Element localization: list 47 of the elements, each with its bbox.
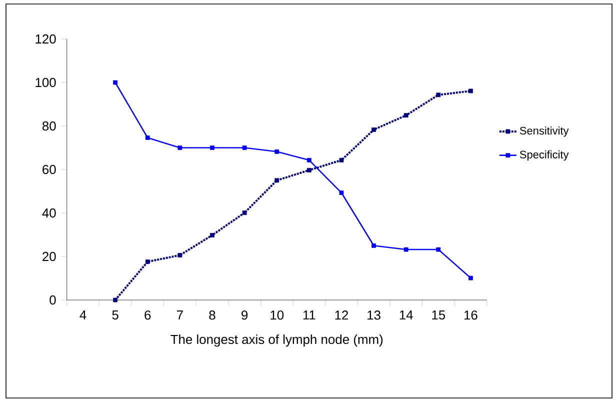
- point: [404, 247, 408, 252]
- point: [306, 158, 312, 162]
- y-tick-label: 60: [42, 164, 56, 174]
- y-tick-label: 40: [42, 208, 56, 218]
- x-tick-label: 10: [270, 310, 284, 320]
- point: [404, 113, 408, 118]
- y-tick-label: 20: [42, 252, 56, 262]
- x-tick-label: 4: [80, 310, 86, 320]
- y-tick-label: 80: [42, 121, 56, 131]
- x-tick-label: 6: [144, 310, 151, 320]
- y-tick-label: 120: [36, 34, 56, 44]
- x-tick-label: 9: [242, 310, 248, 320]
- point: [242, 210, 247, 215]
- point: [113, 80, 118, 85]
- point: [145, 136, 150, 140]
- point: [339, 158, 344, 162]
- x-tick-label: 13: [368, 310, 380, 320]
- point: [468, 276, 473, 280]
- point: [306, 168, 312, 172]
- legend-label: Sensitivity: [520, 126, 569, 137]
- point: [372, 127, 376, 132]
- point: [274, 178, 280, 183]
- point: [436, 247, 441, 252]
- point: [339, 190, 344, 195]
- x-tick-label: 12: [335, 310, 348, 320]
- x-tick-label: 7: [176, 310, 183, 320]
- point: [113, 298, 118, 302]
- point: [178, 146, 182, 150]
- point: [210, 146, 214, 150]
- legend-label: Specificity: [520, 150, 569, 161]
- point: [145, 260, 150, 264]
- point: [242, 146, 247, 150]
- x-tick-label: 8: [209, 310, 216, 320]
- x-tick-label: 16: [464, 310, 478, 320]
- y-tick-label: 0: [50, 295, 56, 305]
- point: [178, 252, 182, 258]
- point: [468, 88, 473, 94]
- y-tick-label: 100: [36, 78, 56, 88]
- x-tick-label: 15: [432, 310, 446, 320]
- x-axis-title: The longest axis of lymph node (mm): [170, 334, 383, 347]
- point: [372, 243, 376, 248]
- x-tick-label: 11: [303, 310, 316, 320]
- point: [274, 149, 280, 154]
- x-tick-label: 14: [400, 310, 413, 320]
- point: [210, 232, 214, 238]
- x-tick-label: 5: [112, 310, 118, 320]
- point: [436, 92, 441, 98]
